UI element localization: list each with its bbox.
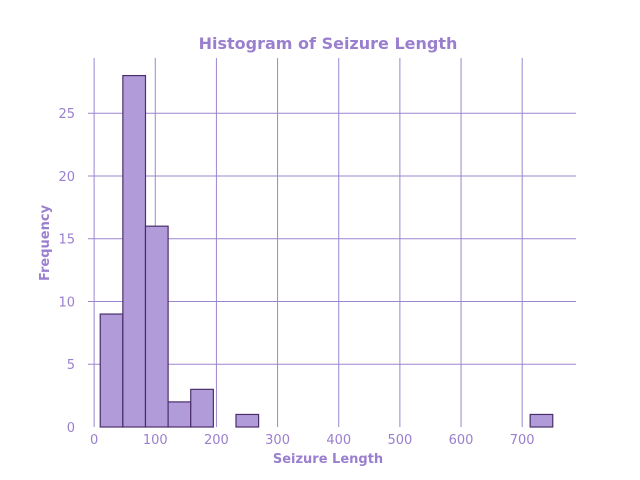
y-tick-label: 0 [67,421,75,436]
y-tick-label: 20 [58,170,75,185]
histogram-bars [99,74,554,428]
histogram-bar [144,225,169,428]
y-axis-label: Frequency [38,204,53,281]
x-tick-label: 400 [326,433,351,448]
x-tick-labels: 0 100 200 300 400 500 600 700 [90,433,535,448]
x-tick-label: 0 [90,433,98,448]
x-tick-label: 200 [204,433,229,448]
histogram-bar [529,413,554,428]
x-axis-label: Seizure Length [273,452,383,467]
x-tick-label: 600 [449,433,474,448]
y-tick-labels: 0 5 10 15 20 25 [58,107,75,436]
y-tick-label: 5 [67,358,75,373]
histogram-bar [122,74,147,428]
y-tick-label: 10 [58,295,75,310]
x-tick-label: 700 [510,433,535,448]
grid [88,58,576,427]
histogram-bar [99,313,124,428]
histogram-bar [167,401,192,428]
y-tick-label: 25 [58,107,75,122]
histogram-bar [235,413,260,428]
x-tick-label: 300 [265,433,290,448]
y-tick-label: 15 [58,233,75,248]
x-tick-label: 500 [387,433,412,448]
chart-title: Histogram of Seizure Length [199,34,458,53]
x-tick-label: 100 [143,433,168,448]
histogram-bar [190,388,214,428]
